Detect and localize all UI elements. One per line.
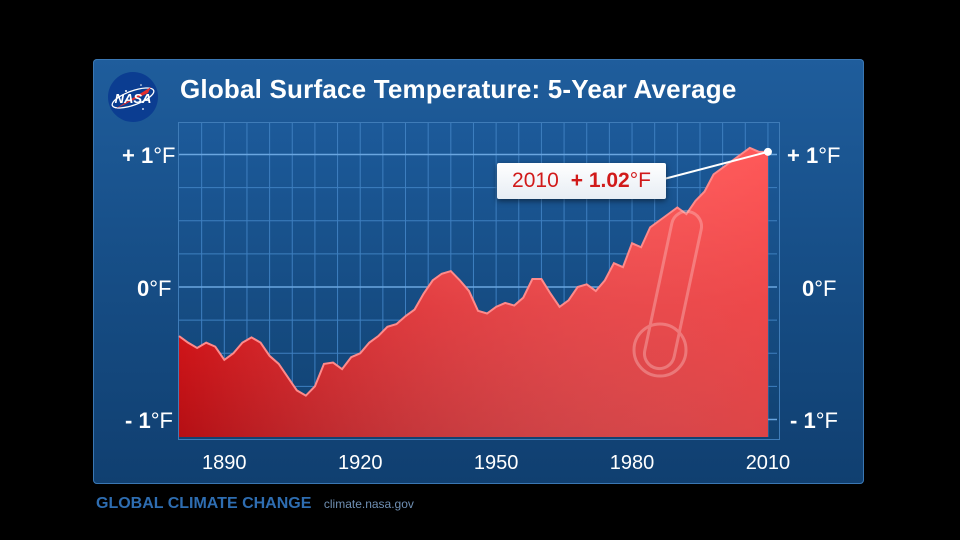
nasa-logo: NASA [108, 72, 158, 122]
y-tick-label-right: - 1°F [790, 408, 838, 433]
callout-value: + 1.02°F [570, 169, 651, 192]
footer-url: climate.nasa.gov [323, 497, 414, 511]
svg-text:NASA: NASA [115, 91, 152, 106]
y-tick-label-right: + 1°F [787, 143, 841, 168]
x-tick-label: 1950 [473, 452, 519, 474]
footer: GLOBAL CLIMATE CHANGE climate.nasa.gov [96, 495, 414, 513]
x-tick-label: 1980 [609, 452, 655, 474]
temperature-area-highlight [179, 147, 768, 437]
y-tick-label: - 1°F [125, 408, 173, 433]
x-tick-label: 2010 [745, 452, 791, 474]
temperature-line [178, 146, 768, 397]
y-tick-label: + 1°F [122, 143, 176, 168]
x-tick-label: 1920 [337, 452, 383, 474]
x-tick-label: 1890 [202, 452, 247, 474]
y-tick-label-right: 0°F [802, 276, 837, 301]
annotation-point [763, 147, 772, 156]
annotation-leader-line [659, 150, 769, 181]
callout-year: 2010 [512, 169, 559, 192]
annotation-callout: 2010 + 1.02°F [497, 163, 666, 199]
y-tick-label: 0°F [137, 276, 172, 301]
footer-brand: GLOBAL CLIMATE CHANGE [96, 495, 312, 512]
chart-title: Global Surface Temperature: 5-Year Avera… [180, 74, 737, 104]
